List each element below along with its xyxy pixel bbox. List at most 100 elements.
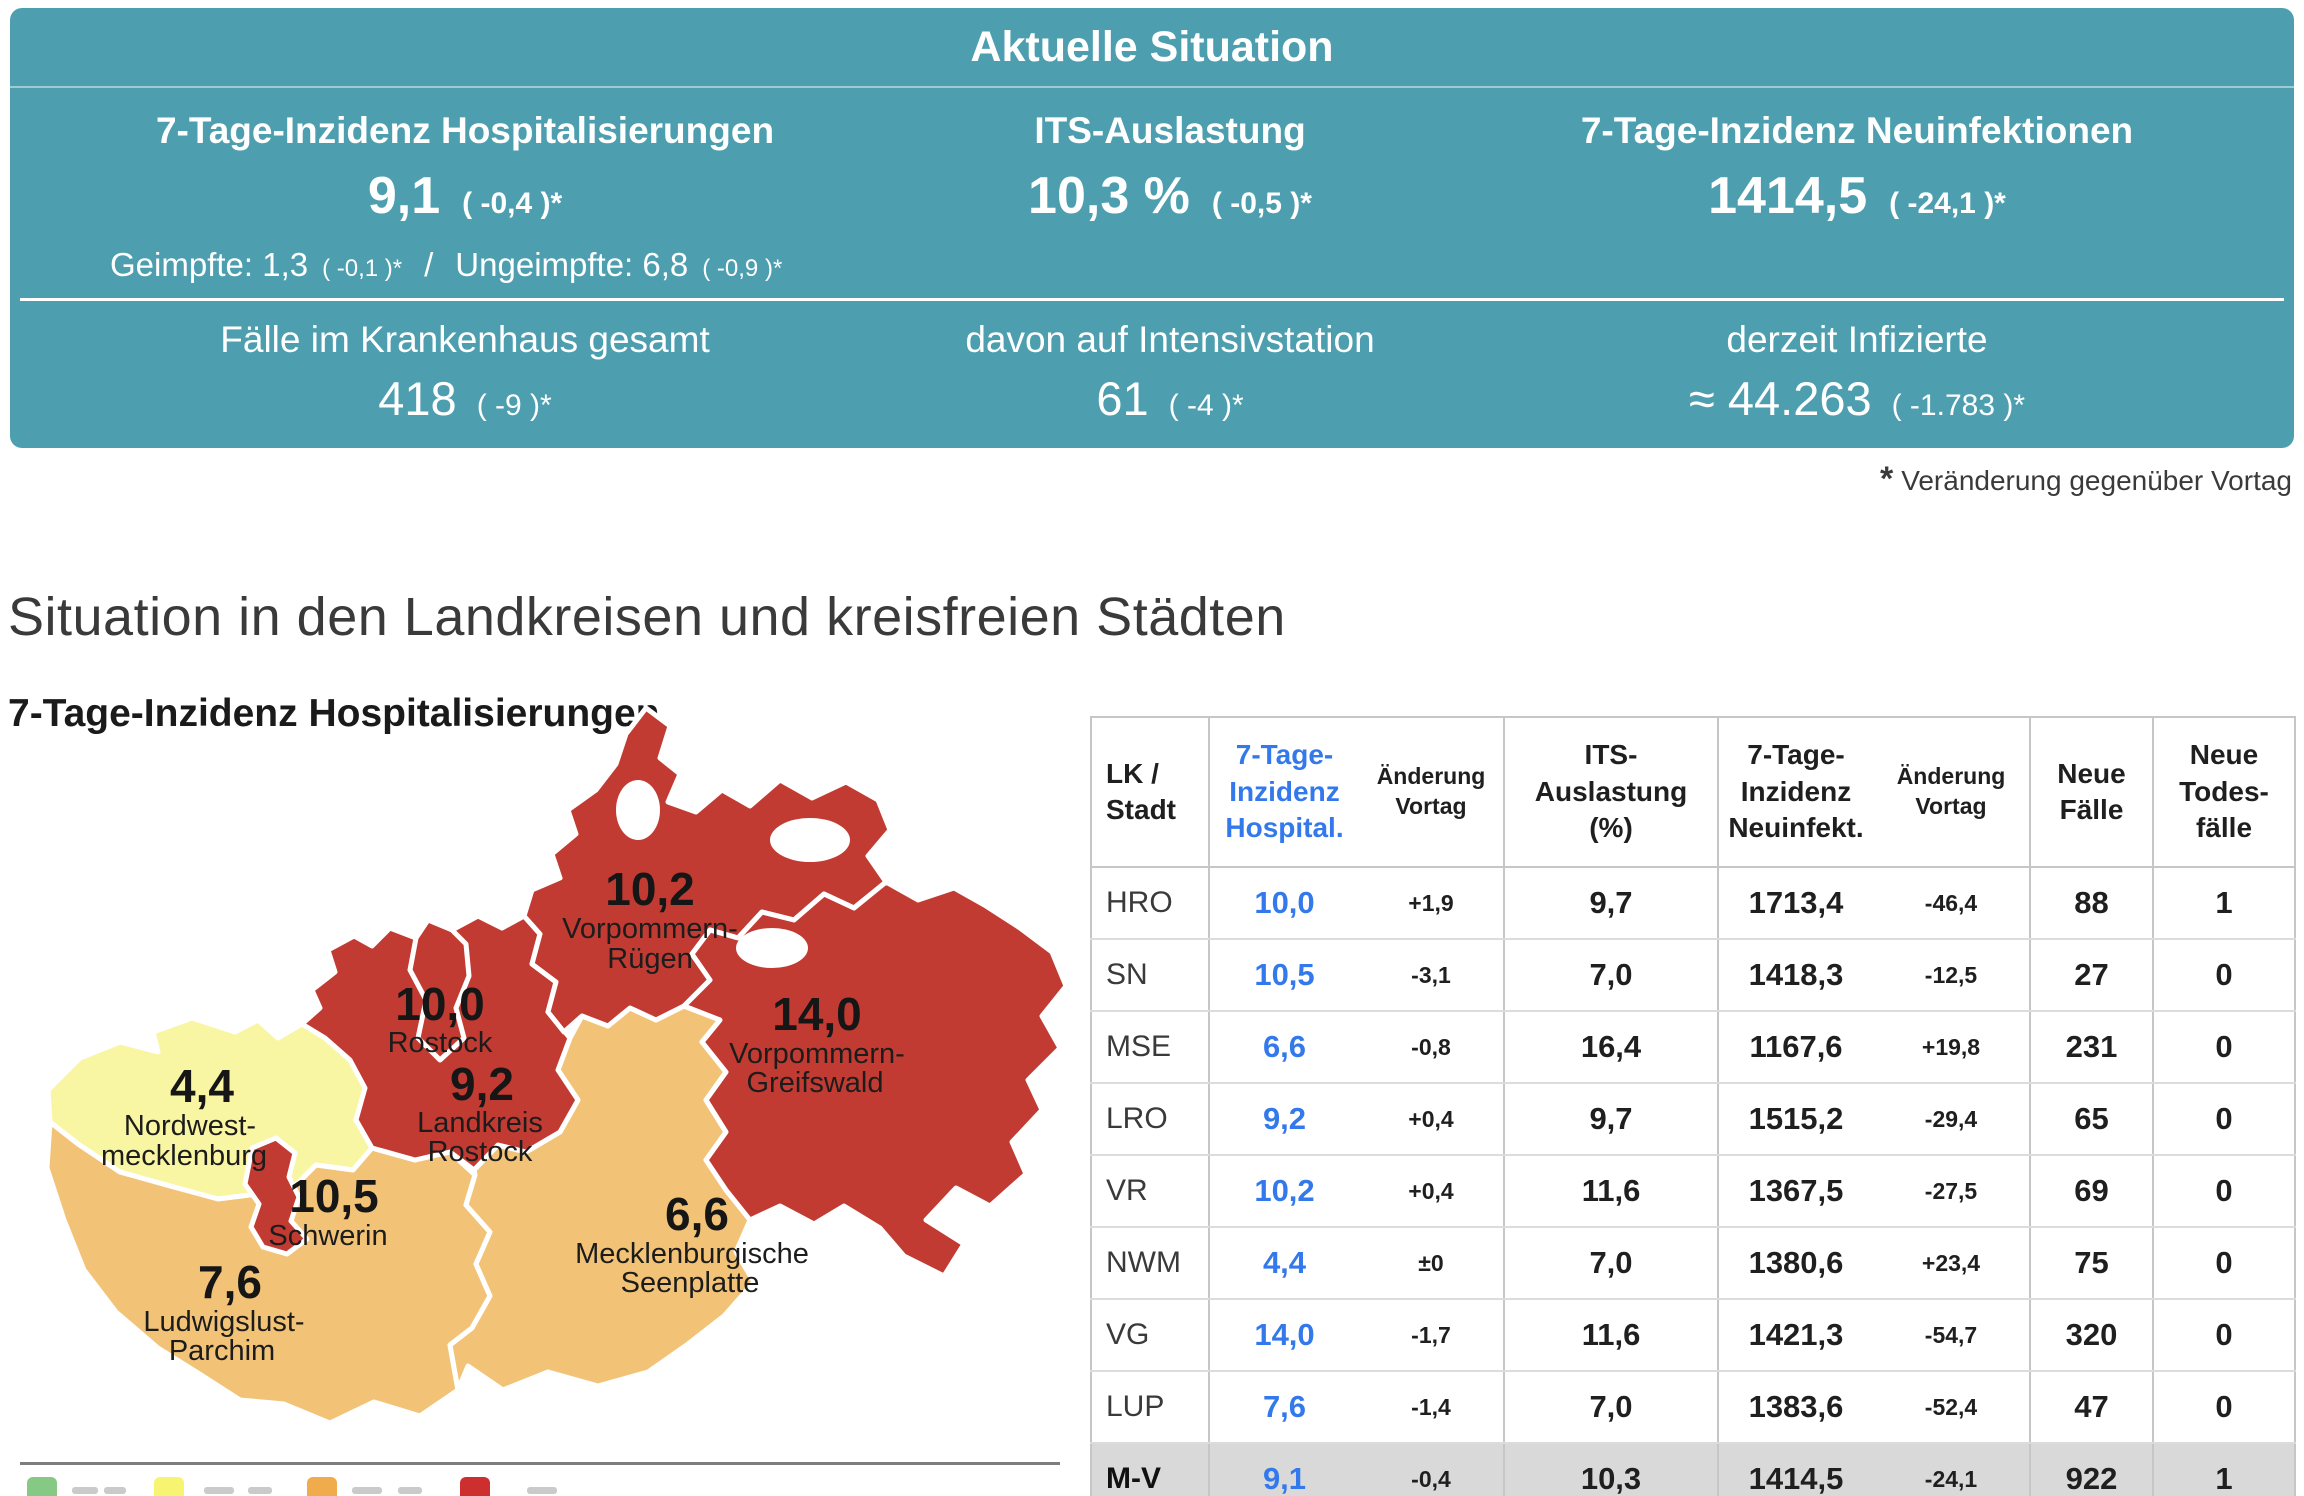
ungeimpfte-change: ( -0,9 )* bbox=[702, 255, 783, 282]
metric-value-row: 61 ( -4 )* bbox=[920, 371, 1420, 426]
metric-value: ≈ 44.263 bbox=[1689, 372, 1872, 425]
table-header-row: LK / Stadt 7-Tage- Inzidenz Hospital. Än… bbox=[1091, 717, 2295, 868]
its-auslastung: 7,0 bbox=[1504, 1227, 1719, 1300]
region-name-label: Nordwest- bbox=[124, 1110, 256, 1142]
legend-cut-text bbox=[352, 1487, 382, 1494]
hospital-inzidenz: 9,2 bbox=[1209, 1083, 1359, 1156]
neuinfekt-change: -46,4 bbox=[1873, 867, 2031, 940]
footnote-text: Veränderung gegenüber Vortag bbox=[1901, 465, 2292, 496]
neuinfekt-change: -24,1 bbox=[1873, 1443, 2031, 1496]
its-auslastung: 11,6 bbox=[1504, 1299, 1719, 1372]
hospital-change: -1,4 bbox=[1359, 1371, 1505, 1444]
choropleth-map: 10,2 Vorpommern- Rügen 10,0 Rostock 14,0… bbox=[44, 705, 1069, 1426]
section-title: Situation in den Landkreisen und kreisfr… bbox=[8, 587, 1286, 647]
region-name-label: mecklenburg bbox=[101, 1140, 267, 1172]
legend-swatch-orange bbox=[307, 1477, 337, 1496]
hospital-metrics-band: Fälle im Krankenhaus gesamt 418 ( -9 )* … bbox=[10, 301, 2294, 446]
hospital-inzidenz: 10,5 bbox=[1209, 939, 1359, 1012]
neuinfekt-inzidenz: 1383,6 bbox=[1718, 1371, 1873, 1444]
footnote: * Veränderung gegenüber Vortag bbox=[1880, 460, 2292, 499]
panel-divider bbox=[20, 298, 2284, 301]
neue-faelle: 88 bbox=[2030, 867, 2154, 940]
hospital-change: ±0 bbox=[1359, 1227, 1505, 1300]
note-separator: / bbox=[424, 246, 434, 283]
legend-swatch-green bbox=[27, 1477, 57, 1496]
region-label-nordwestmecklenburg: 4,4 Nordwest- mecklenburg bbox=[101, 1060, 267, 1172]
region-rostock bbox=[407, 917, 472, 1063]
region-value-label: 7,6 bbox=[198, 1256, 262, 1308]
region-name-label: Parchim bbox=[169, 1335, 275, 1367]
region-label-schwerin: 10,5 Schwerin bbox=[268, 1170, 387, 1252]
metric-intensivstation: davon auf Intensivstation 61 ( -4 )* bbox=[920, 301, 1420, 426]
neuinfekt-inzidenz: 1380,6 bbox=[1718, 1227, 1873, 1300]
region-name-label: Landkreis bbox=[417, 1107, 543, 1139]
map-title: 7-Tage-Inzidenz Hospitalisierungen bbox=[8, 692, 660, 735]
its-auslastung: 7,0 bbox=[1504, 939, 1719, 1012]
neue-faelle: 75 bbox=[2030, 1227, 2154, 1300]
metric-hospitalisierungen: 7-Tage-Inzidenz Hospitalisierungen 9,1 (… bbox=[10, 88, 920, 226]
legend-cut-text bbox=[527, 1487, 557, 1494]
neue-faelle: 65 bbox=[2030, 1083, 2154, 1156]
neuinfekt-change: -12,5 bbox=[1873, 939, 2031, 1012]
table-row-lup: LUP 7,6 -1,4 7,0 1383,6 -52,4 47 0 bbox=[1091, 1371, 2295, 1444]
table-row-vg: VG 14,0 -1,7 11,6 1421,3 -54,7 320 0 bbox=[1091, 1299, 2295, 1372]
neuinfekt-change: -29,4 bbox=[1873, 1083, 2031, 1156]
region-vorpommern-ruegen bbox=[521, 705, 893, 1035]
hospital-change: +0,4 bbox=[1359, 1155, 1505, 1228]
hospital-inzidenz: 7,6 bbox=[1209, 1371, 1359, 1444]
geimpfte-change: ( -0,1 )* bbox=[322, 255, 403, 282]
neue-todesfaelle: 0 bbox=[2153, 1227, 2295, 1300]
neuinfekt-inzidenz: 1515,2 bbox=[1718, 1083, 1873, 1156]
neuinfekt-change: -54,7 bbox=[1873, 1299, 2031, 1372]
region-name-label: Vorpommern- bbox=[562, 913, 738, 945]
neue-faelle: 47 bbox=[2030, 1371, 2154, 1444]
metric-krankenhaus-gesamt: Fälle im Krankenhaus gesamt 418 ( -9 )* bbox=[10, 301, 920, 426]
neue-todesfaelle: 0 bbox=[2153, 1155, 2295, 1228]
region-value-label: 9,2 bbox=[450, 1058, 514, 1110]
neuinfekt-change: -52,4 bbox=[1873, 1371, 2031, 1444]
column-header-aenderung-vortag: Änderung Vortag bbox=[1873, 717, 2031, 868]
neue-todesfaelle: 1 bbox=[2153, 867, 2295, 940]
hospital-change: -1,7 bbox=[1359, 1299, 1505, 1372]
district-code: SN bbox=[1091, 939, 1210, 1012]
region-name-label: Rostock bbox=[388, 1027, 493, 1059]
current-metrics-band: 7-Tage-Inzidenz Hospitalisierungen 9,1 (… bbox=[10, 88, 2294, 298]
neuinfekt-inzidenz: 1167,6 bbox=[1718, 1011, 1873, 1084]
metric-change: ( -0,4 )* bbox=[462, 187, 563, 220]
table-row-mse: MSE 6,6 -0,8 16,4 1167,6 +19,8 231 0 bbox=[1091, 1011, 2295, 1084]
metric-value: 10,3 % bbox=[1028, 167, 1190, 225]
neuinfekt-inzidenz: 1414,5 bbox=[1748, 1461, 1844, 1496]
table-row-nwm: NWM 4,4 ±0 7,0 1380,6 +23,4 75 0 bbox=[1091, 1227, 2295, 1300]
metric-value: 1414,5 bbox=[1708, 167, 1868, 225]
neue-faelle: 231 bbox=[2030, 1011, 2154, 1084]
neue-faelle: 69 bbox=[2030, 1155, 2154, 1228]
metric-label: davon auf Intensivstation bbox=[965, 319, 1375, 360]
metric-label: 7-Tage-Inzidenz Neuinfektionen bbox=[1580, 110, 2134, 151]
table-row-hro: HRO 10,0 +1,9 9,7 1713,4 -46,4 88 1 bbox=[1091, 867, 2295, 940]
region-value-label: 6,6 bbox=[665, 1188, 729, 1240]
neue-faelle: 320 bbox=[2030, 1299, 2154, 1372]
neuinfekt-inzidenz: 1418,3 bbox=[1718, 939, 1873, 1012]
region-name-label: Schwerin bbox=[268, 1220, 387, 1252]
hospital-inzidenz: 10,2 bbox=[1209, 1155, 1359, 1228]
region-name-label: Vorpommern- bbox=[729, 1038, 905, 1070]
metric-value: 61 bbox=[1096, 372, 1149, 425]
neuinfekt-change: -27,5 bbox=[1873, 1155, 2031, 1228]
hospital-change: -0,4 bbox=[1359, 1443, 1505, 1496]
metric-change: ( -4 )* bbox=[1168, 389, 1244, 422]
district-code: LRO bbox=[1091, 1083, 1210, 1156]
legend-cut-text bbox=[204, 1487, 234, 1494]
district-code: VG bbox=[1091, 1299, 1210, 1372]
metric-value-row: 10,3 % ( -0,5 )* bbox=[920, 166, 1420, 226]
region-label-ludwigslust-parchim: 7,6 Ludwigslust- Parchim bbox=[143, 1256, 304, 1367]
legend-cut-text bbox=[104, 1487, 126, 1494]
district-table: LK / Stadt 7-Tage- Inzidenz Hospital. Än… bbox=[1090, 716, 2296, 1496]
region-name-label: Mecklenburgische bbox=[575, 1238, 809, 1270]
region-label-rostock: 10,0 Rostock bbox=[388, 978, 493, 1059]
region-name-label: Greifswald bbox=[747, 1067, 884, 1099]
metric-label: ITS-Auslastung bbox=[1034, 110, 1306, 151]
neuinfekt-change: +19,8 bbox=[1873, 1011, 2031, 1084]
legend-cut-text bbox=[248, 1487, 272, 1494]
metric-value-row: 418 ( -9 )* bbox=[10, 371, 920, 426]
